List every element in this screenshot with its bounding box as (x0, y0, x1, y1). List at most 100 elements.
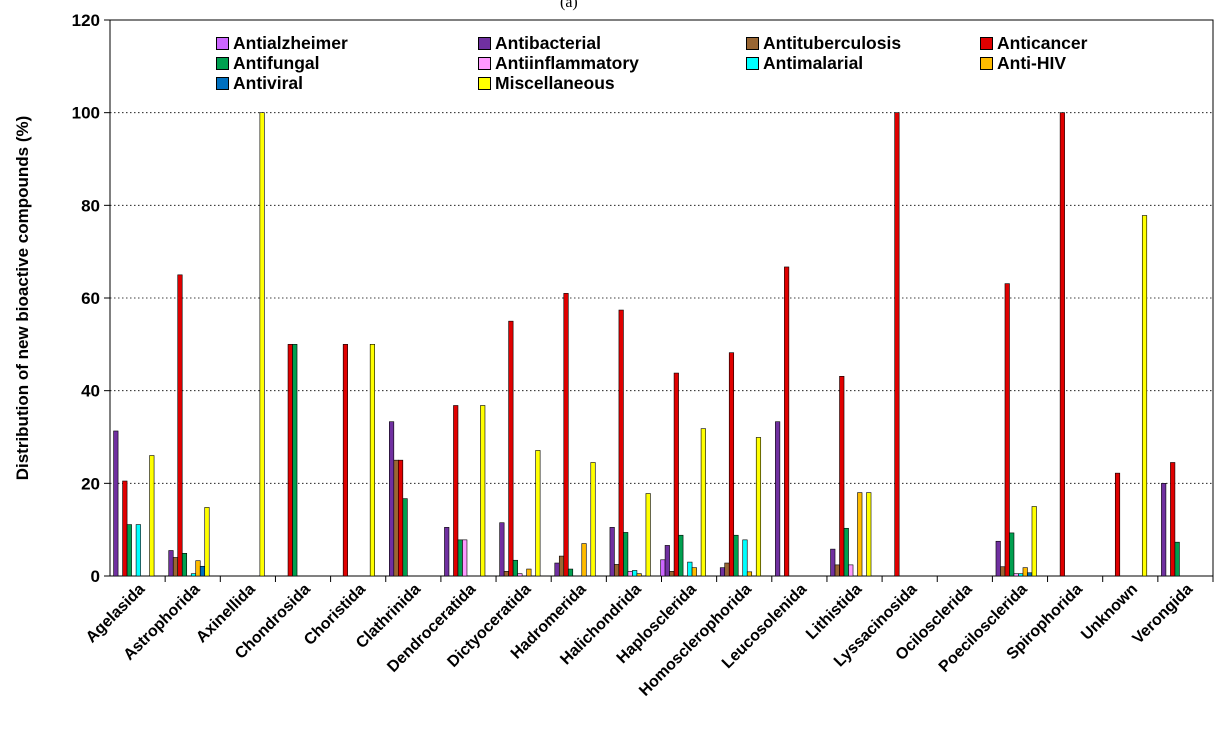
bar (1009, 532, 1015, 577)
bar (122, 480, 128, 577)
bar (259, 112, 265, 577)
bar (172, 557, 179, 577)
bar (526, 568, 532, 577)
bar (1031, 506, 1037, 577)
bar (742, 539, 748, 577)
bar (190, 573, 197, 577)
legend-label: Anti-HIV (997, 53, 1067, 73)
bar (462, 539, 468, 577)
legend-swatch (216, 37, 229, 50)
legend-item: Antiinflammatory (478, 53, 639, 73)
bar (517, 573, 523, 577)
legend-label: Antiinflammatory (495, 53, 639, 73)
y-tick-label: 60 (81, 289, 100, 308)
bar (784, 266, 790, 577)
bar (581, 543, 587, 577)
legend-item: Antifungal (216, 53, 320, 73)
legend-swatch (746, 57, 759, 70)
legend-item: Miscellaneous (478, 73, 615, 93)
legend-label: Antifungal (233, 53, 320, 73)
bar (746, 571, 753, 577)
legend-label: Antiviral (233, 73, 304, 93)
bar (402, 498, 408, 577)
legend-swatch (216, 77, 229, 90)
bar (398, 459, 404, 577)
bar (691, 567, 697, 577)
bar (843, 527, 849, 577)
legend-label: Antialzheimer (233, 33, 348, 53)
bar (181, 552, 188, 577)
bar (457, 539, 463, 577)
bar (1000, 566, 1006, 577)
legend-swatch (478, 57, 491, 70)
bar (126, 524, 132, 577)
bar (618, 309, 624, 577)
bar (199, 565, 206, 577)
legend-item: Anticancer (980, 33, 1087, 53)
bar (857, 492, 863, 577)
bar (669, 571, 675, 577)
legend-label: Miscellaneous (495, 73, 615, 93)
legend-swatch (478, 37, 491, 50)
bar (839, 376, 845, 577)
bar (1018, 573, 1024, 577)
bar (567, 568, 574, 577)
bar (1170, 462, 1176, 577)
legend-item: Antimalarial (746, 53, 863, 73)
bar (1141, 215, 1148, 577)
bar (775, 421, 781, 577)
legend-swatch (216, 57, 229, 70)
bar (168, 550, 174, 577)
bar (728, 352, 735, 577)
x-tick-label: Homosclerophorida (636, 581, 755, 700)
bar (1013, 573, 1019, 577)
bar (866, 492, 872, 577)
bar (632, 570, 638, 577)
bar (499, 522, 505, 577)
panel-label: (a) (560, 0, 578, 11)
bar (733, 534, 739, 577)
bar (292, 344, 298, 577)
x-tick-label: Verongida (1130, 581, 1197, 648)
bar (389, 421, 395, 577)
bar (1027, 572, 1033, 577)
bar (719, 567, 726, 577)
y-tick-label: 120 (72, 11, 100, 30)
legend-label: Antituberculosis (763, 33, 902, 53)
bar (1174, 541, 1180, 577)
y-tick-label: 80 (81, 196, 100, 215)
bar (554, 562, 560, 577)
legend-swatch (746, 37, 759, 50)
bar (664, 545, 670, 577)
bar (834, 564, 840, 577)
bar (503, 571, 509, 577)
bar (614, 564, 620, 577)
bar (287, 344, 293, 577)
bar (558, 555, 565, 577)
bar (673, 372, 679, 577)
bar (135, 524, 141, 577)
bar (535, 450, 541, 577)
legend-item: Antibacterial (478, 33, 601, 53)
bar (453, 405, 459, 577)
bar (627, 571, 633, 577)
bar (113, 430, 119, 577)
legend-item: Antiviral (216, 73, 303, 93)
bar (177, 274, 183, 577)
bar (369, 344, 375, 577)
bar (444, 527, 450, 577)
bar (590, 462, 596, 577)
bar (149, 455, 155, 577)
bar (1004, 283, 1010, 577)
bar (393, 459, 399, 577)
bar (342, 344, 348, 577)
bar (636, 573, 642, 577)
bar (563, 293, 569, 577)
bar (1114, 472, 1121, 577)
bar (1161, 483, 1167, 577)
legend-item: Antialzheimer (216, 33, 348, 53)
legend-swatch (980, 57, 993, 70)
bar (645, 493, 651, 577)
